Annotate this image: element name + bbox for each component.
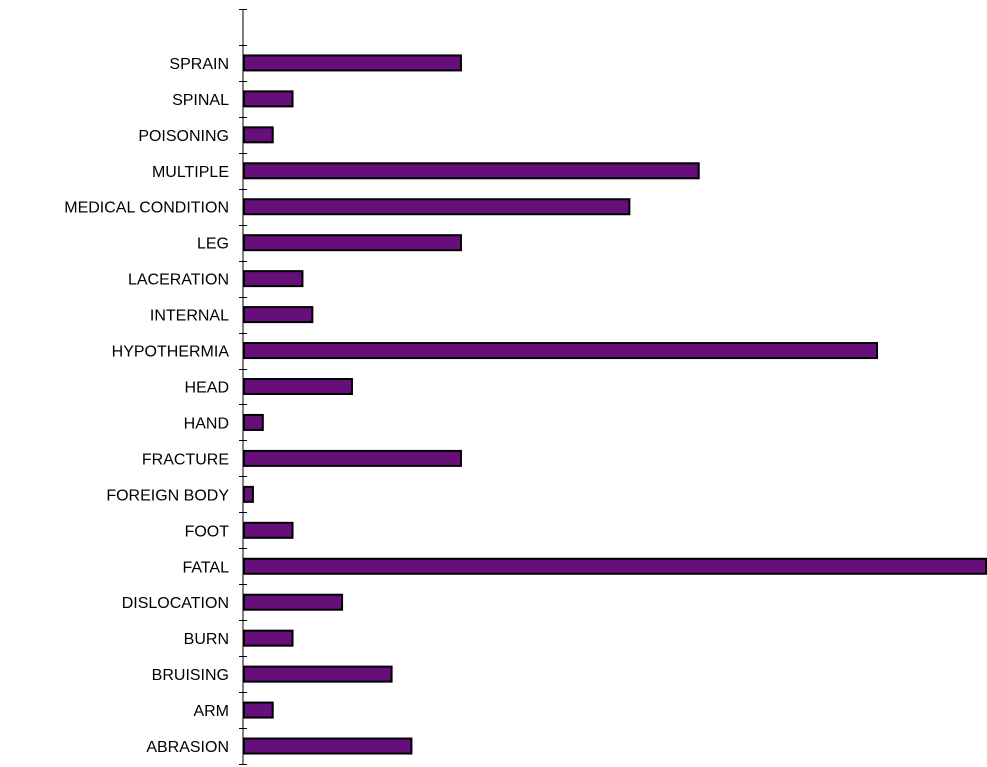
category-label: ABRASION bbox=[146, 739, 229, 756]
category-label: HYPOTHERMIA bbox=[112, 344, 230, 361]
bar bbox=[243, 126, 274, 144]
bar bbox=[243, 54, 462, 72]
category-label: BURN bbox=[184, 631, 229, 648]
bar bbox=[243, 485, 254, 503]
bar bbox=[243, 665, 393, 683]
bar bbox=[243, 449, 462, 467]
category-label: INTERNAL bbox=[150, 308, 229, 325]
category-label: FRACTURE bbox=[142, 451, 229, 468]
category-labels-group: ABRASION ARM BRUISING BURN DISLOCATION FATAL F… bbox=[64, 56, 229, 756]
bar bbox=[243, 413, 264, 431]
y-axis bbox=[239, 9, 247, 765]
category-label: ARM bbox=[193, 703, 229, 720]
bar bbox=[243, 701, 274, 719]
category-label: SPRAIN bbox=[169, 56, 229, 73]
bar bbox=[243, 234, 462, 252]
category-label: MULTIPLE bbox=[152, 164, 229, 181]
category-label: DISLOCATION bbox=[122, 595, 229, 612]
category-label: BRUISING bbox=[152, 667, 229, 684]
bar bbox=[243, 306, 314, 324]
bar bbox=[243, 162, 700, 180]
category-label: MEDICAL CONDITION bbox=[64, 200, 229, 217]
bar bbox=[243, 557, 987, 575]
bar bbox=[243, 342, 879, 360]
category-label: FATAL bbox=[182, 559, 229, 576]
bar bbox=[243, 629, 294, 647]
category-label: LACERATION bbox=[128, 272, 229, 289]
bar bbox=[243, 378, 353, 395]
bar bbox=[243, 198, 631, 216]
bar bbox=[243, 270, 304, 288]
category-label: POISONING bbox=[138, 128, 229, 145]
bar bbox=[243, 521, 294, 539]
category-label: HAND bbox=[184, 415, 229, 432]
bar bbox=[243, 593, 344, 611]
category-label: FOREIGN BODY bbox=[106, 487, 229, 504]
category-label: FOOT bbox=[185, 523, 230, 540]
bar bbox=[243, 737, 413, 755]
bars-group bbox=[243, 54, 987, 755]
category-label: LEG bbox=[197, 236, 229, 253]
bar bbox=[243, 90, 294, 108]
category-label: HEAD bbox=[185, 380, 229, 397]
category-label: SPINAL bbox=[172, 92, 229, 109]
